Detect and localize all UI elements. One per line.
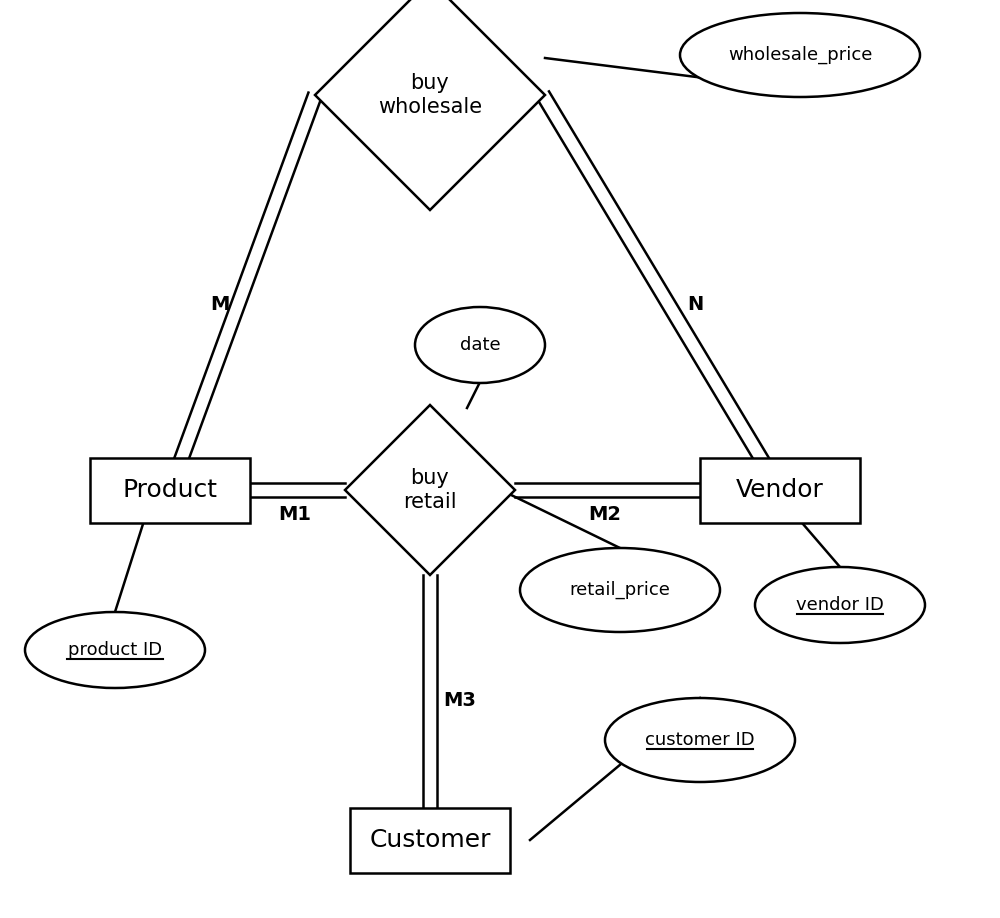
Polygon shape [315,0,545,210]
Text: product ID: product ID [68,641,162,659]
Text: Product: Product [122,478,218,502]
Ellipse shape [755,567,925,643]
Text: Customer: Customer [369,828,491,852]
Text: retail_price: retail_price [570,581,670,599]
Text: customer ID: customer ID [645,731,755,749]
Text: N: N [687,296,703,315]
Polygon shape [345,405,515,575]
Text: buy
retail: buy retail [403,468,457,511]
FancyBboxPatch shape [700,457,860,522]
Text: vendor ID: vendor ID [796,596,884,614]
FancyBboxPatch shape [90,457,250,522]
Ellipse shape [415,307,545,383]
FancyBboxPatch shape [350,808,510,872]
Text: M1: M1 [278,506,312,524]
Ellipse shape [680,13,920,97]
Text: M3: M3 [444,690,476,710]
Ellipse shape [605,698,795,782]
Ellipse shape [25,612,205,688]
Text: M2: M2 [588,506,622,524]
Ellipse shape [520,548,720,632]
Text: date: date [460,336,500,354]
Text: Vendor: Vendor [736,478,824,502]
Text: wholesale_price: wholesale_price [728,46,872,64]
Text: M: M [210,296,230,315]
Text: buy
wholesale: buy wholesale [378,73,482,117]
